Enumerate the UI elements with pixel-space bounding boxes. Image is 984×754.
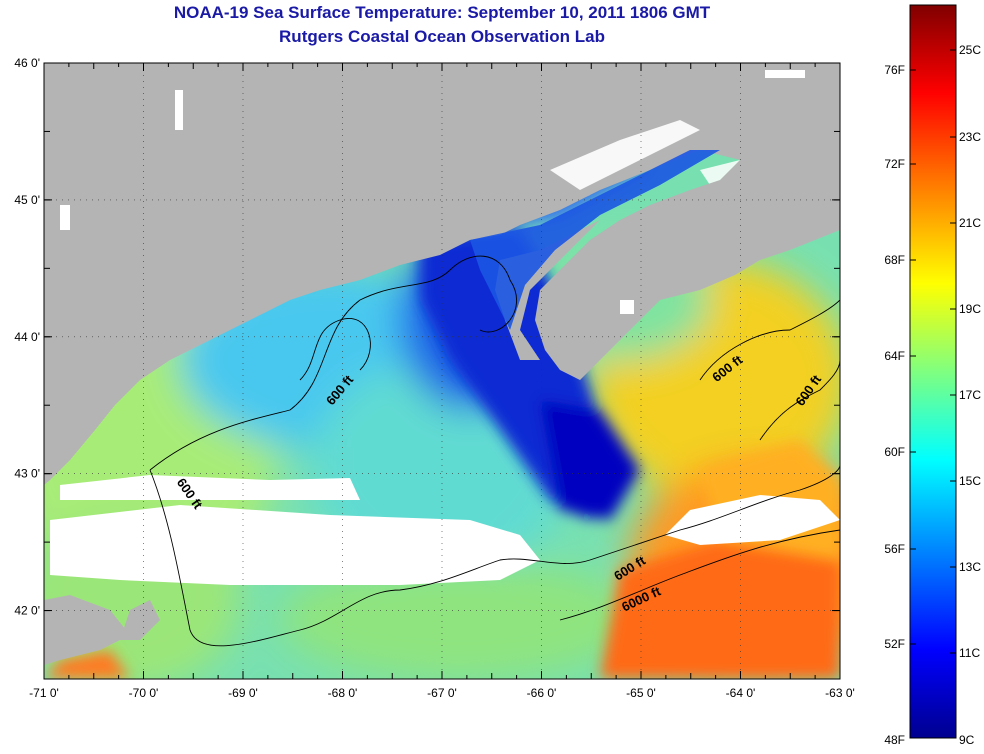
map-title: NOAA-19 Sea Surface Temperature: Septemb… <box>173 3 711 22</box>
lat-tick-label: 42 0' <box>14 604 40 618</box>
colorbar-c-label: 21C <box>959 216 981 230</box>
lon-tick-label: -63 0' <box>825 686 855 700</box>
colorbar-f-label: 48F <box>884 733 905 747</box>
colorbar-c-label: 9C <box>959 733 975 747</box>
colorbar-c-label: 19C <box>959 302 981 316</box>
colorbar-f-label: 60F <box>884 445 905 459</box>
colorbar <box>909 4 957 739</box>
lon-tick-label: -70 0' <box>129 686 159 700</box>
colorbar-f-label: 72F <box>884 157 905 171</box>
colorbar-c-label: 17C <box>959 388 981 402</box>
colorbar-c-label: 11C <box>959 646 980 660</box>
colorbar-c-label: 23C <box>959 130 981 144</box>
colorbar-f-label: 64F <box>884 349 905 363</box>
lat-tick-label: 43 0' <box>14 467 40 481</box>
lon-tick-label: -68 0' <box>328 686 358 700</box>
lon-tick-label: -65 0' <box>626 686 656 700</box>
lon-tick-label: -66 0' <box>527 686 557 700</box>
lon-tick-label: -67 0' <box>427 686 457 700</box>
colorbar-c-label: 13C <box>959 560 981 574</box>
colorbar-f-label: 76F <box>884 63 905 77</box>
bathymetry-contours <box>149 255 840 647</box>
colorbar-f-label: 68F <box>884 253 905 267</box>
colorbar-c-label: 25C <box>959 43 981 57</box>
graticule <box>44 63 840 679</box>
lat-tick-label: 46 0' <box>14 56 40 70</box>
lon-tick-label: -64 0' <box>726 686 756 700</box>
colorbar-f-label: 52F <box>884 637 905 651</box>
colorbar-c-label: 15C <box>959 474 981 488</box>
lon-tick-label: -71 0' <box>29 686 59 700</box>
lat-tick-label: 44 0' <box>14 330 40 344</box>
lat-tick-label: 45 0' <box>14 193 40 207</box>
map-subtitle: Rutgers Coastal Ocean Observation Lab <box>279 27 605 46</box>
colorbar-f-label: 56F <box>884 542 905 556</box>
lon-tick-label: -69 0' <box>228 686 258 700</box>
